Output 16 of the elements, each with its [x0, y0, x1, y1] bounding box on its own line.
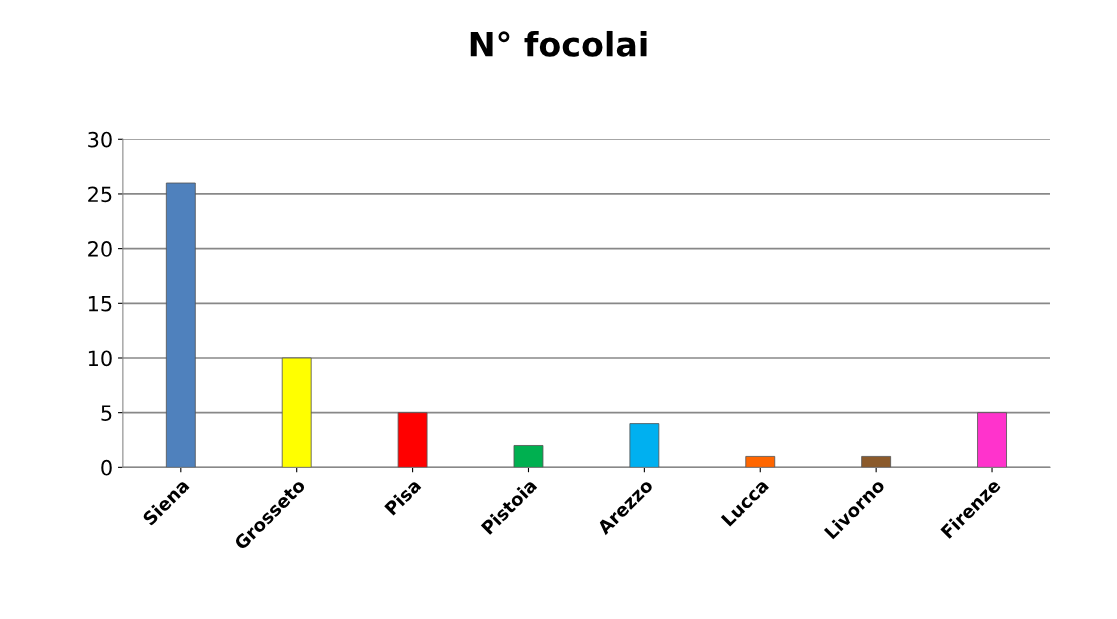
y-tick-label: 0 [101, 459, 112, 476]
bar [281, 357, 312, 468]
bar [977, 412, 1007, 468]
y-tick-label: 15 [88, 296, 112, 312]
chart-title: N° focolai [470, 30, 647, 57]
bar [861, 455, 892, 468]
y-tick-label: 30 [88, 131, 112, 148]
bar [513, 445, 544, 468]
bar [397, 412, 428, 468]
y-tick-label: 5 [101, 405, 112, 421]
y-tick-label: 25 [88, 186, 112, 203]
y-tick-label: 10 [88, 350, 112, 367]
y-tick-label: 20 [88, 241, 112, 257]
bar [629, 423, 660, 468]
bar [165, 182, 196, 468]
bar [745, 455, 776, 468]
